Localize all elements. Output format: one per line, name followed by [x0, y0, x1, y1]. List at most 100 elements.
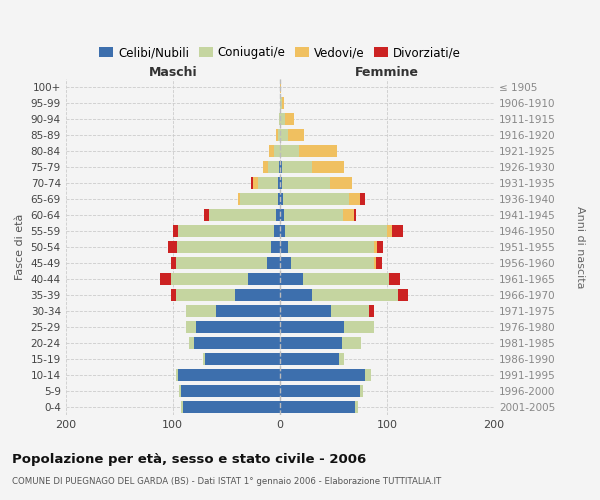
- Bar: [274, 225, 280, 237]
- Text: Popolazione per età, sesso e stato civile - 2006: Popolazione per età, sesso e stato civil…: [12, 452, 366, 466]
- Bar: [280, 193, 283, 205]
- Bar: [280, 225, 285, 237]
- Bar: [365, 369, 371, 382]
- Bar: [176, 289, 235, 302]
- Y-axis label: Fasce di età: Fasce di età: [15, 214, 25, 280]
- Bar: [280, 385, 360, 398]
- Bar: [196, 321, 280, 334]
- Bar: [349, 193, 360, 205]
- Bar: [189, 337, 194, 349]
- Bar: [248, 273, 280, 285]
- Bar: [343, 209, 353, 222]
- Bar: [184, 401, 280, 413]
- Bar: [283, 193, 349, 205]
- Bar: [275, 129, 278, 141]
- Bar: [282, 161, 312, 173]
- Bar: [278, 177, 280, 190]
- Y-axis label: Anni di nascita: Anni di nascita: [575, 206, 585, 288]
- Bar: [274, 145, 280, 158]
- Text: Maschi: Maschi: [148, 66, 197, 79]
- Bar: [280, 177, 282, 190]
- Bar: [209, 209, 275, 222]
- Bar: [280, 97, 282, 110]
- Bar: [235, 289, 280, 302]
- Bar: [278, 193, 280, 205]
- Bar: [280, 129, 289, 141]
- Bar: [280, 257, 290, 270]
- Bar: [280, 401, 355, 413]
- Bar: [280, 321, 344, 334]
- Bar: [267, 257, 280, 270]
- Bar: [331, 305, 368, 318]
- Bar: [178, 225, 274, 237]
- Bar: [279, 113, 280, 126]
- Bar: [160, 273, 170, 285]
- Bar: [271, 241, 280, 254]
- Bar: [368, 305, 374, 318]
- Bar: [360, 193, 365, 205]
- Bar: [376, 257, 382, 270]
- Bar: [284, 209, 343, 222]
- Bar: [185, 305, 215, 318]
- Bar: [353, 209, 356, 222]
- Bar: [215, 305, 280, 318]
- Legend: Celibi/Nubili, Coniugati/e, Vedovi/e, Divorziati/e: Celibi/Nubili, Coniugati/e, Vedovi/e, Di…: [94, 42, 465, 64]
- Bar: [280, 353, 338, 366]
- Bar: [312, 289, 398, 302]
- Bar: [205, 353, 280, 366]
- Bar: [177, 241, 271, 254]
- Bar: [389, 273, 400, 285]
- Bar: [278, 129, 280, 141]
- Bar: [275, 209, 280, 222]
- Bar: [355, 401, 358, 413]
- Bar: [330, 177, 352, 190]
- Text: Femmine: Femmine: [355, 66, 419, 79]
- Bar: [204, 209, 209, 222]
- Bar: [268, 161, 279, 173]
- Bar: [392, 225, 403, 237]
- Bar: [170, 289, 176, 302]
- Bar: [285, 113, 294, 126]
- Bar: [344, 321, 374, 334]
- Bar: [251, 177, 253, 190]
- Bar: [338, 353, 344, 366]
- Bar: [170, 273, 248, 285]
- Bar: [289, 241, 374, 254]
- Bar: [280, 81, 281, 94]
- Bar: [398, 289, 408, 302]
- Bar: [374, 241, 377, 254]
- Bar: [280, 273, 304, 285]
- Bar: [176, 369, 178, 382]
- Bar: [280, 241, 289, 254]
- Bar: [259, 177, 278, 190]
- Bar: [170, 257, 176, 270]
- Bar: [280, 113, 285, 126]
- Bar: [181, 401, 184, 413]
- Bar: [179, 385, 181, 398]
- Bar: [342, 337, 361, 349]
- Bar: [240, 193, 278, 205]
- Bar: [387, 225, 392, 237]
- Bar: [253, 177, 259, 190]
- Bar: [178, 369, 280, 382]
- Bar: [360, 385, 364, 398]
- Bar: [285, 225, 387, 237]
- Bar: [169, 241, 177, 254]
- Bar: [181, 385, 280, 398]
- Bar: [280, 337, 342, 349]
- Bar: [176, 257, 267, 270]
- Bar: [280, 145, 299, 158]
- Bar: [304, 273, 389, 285]
- Bar: [194, 337, 280, 349]
- Bar: [263, 161, 268, 173]
- Bar: [238, 193, 240, 205]
- Bar: [312, 161, 344, 173]
- Bar: [269, 145, 274, 158]
- Bar: [280, 161, 282, 173]
- Bar: [282, 97, 284, 110]
- Text: COMUNE DI PUEGNAGO DEL GARDA (BS) - Dati ISTAT 1° gennaio 2006 - Elaborazione TU: COMUNE DI PUEGNAGO DEL GARDA (BS) - Dati…: [12, 478, 441, 486]
- Bar: [377, 241, 383, 254]
- Bar: [173, 225, 178, 237]
- Bar: [280, 289, 312, 302]
- Bar: [374, 257, 376, 270]
